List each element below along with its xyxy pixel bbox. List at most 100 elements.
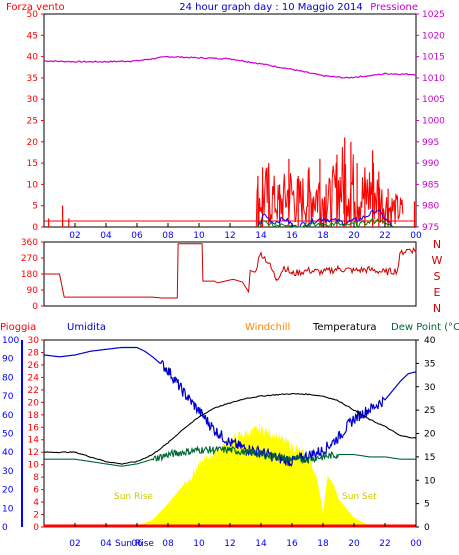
- time-tick-label: 16: [286, 231, 298, 241]
- rain-tick-label: 14: [28, 436, 40, 446]
- wind-tick-label: 30: [27, 95, 39, 105]
- temperature-tick-label: 20: [424, 430, 436, 440]
- time-tick-label: 02: [69, 231, 80, 241]
- wind-tick-label: 45: [27, 31, 38, 41]
- header-dewpoint: Dew Point (°C: [391, 322, 459, 333]
- wind-tick-label: 0: [32, 223, 38, 233]
- temperature-tick-label: 30: [424, 383, 436, 393]
- wind-tick-label: 50: [27, 10, 39, 20]
- rain-tick-label: 16: [28, 423, 40, 433]
- pressure-line: [43, 55, 417, 79]
- humidity-tick-label: 30: [2, 467, 14, 477]
- header-rain: Pioggia: [0, 322, 36, 333]
- right-label-pressure: Pressione: [370, 2, 418, 13]
- wind-tick-label: 40: [27, 53, 39, 63]
- rain-tick-label: 22: [28, 386, 39, 396]
- humidity-tick-label: 70: [2, 392, 14, 402]
- rain-tick-label: 20: [28, 398, 40, 408]
- humidity-tick-label: 80: [2, 373, 14, 383]
- cardinal-label: E: [434, 286, 441, 299]
- time-tick-label: 06: [131, 539, 143, 549]
- sun-rise-label: Sun Rise: [114, 492, 153, 502]
- cardinal-label: W: [432, 254, 443, 267]
- sun-set-label: Sun Set: [342, 492, 377, 502]
- temperature-tick-label: 5: [424, 500, 430, 510]
- humidity-tick-label: 90: [2, 355, 14, 365]
- direction-tick-label: 90: [27, 286, 39, 296]
- rain-tick-label: 12: [28, 448, 39, 458]
- temperature-tick-label: 0: [424, 523, 430, 533]
- humidity-tick-label: 50: [2, 430, 14, 440]
- temperature-tick-label: 25: [424, 406, 435, 416]
- header-temperature: Temperatura: [312, 322, 377, 333]
- time-tick-label: 20: [348, 539, 360, 549]
- time-tick-label: 20: [348, 231, 360, 241]
- time-tick-label: 18: [317, 231, 329, 241]
- temperature-tick-label: 10: [424, 476, 436, 486]
- pressure-tick-label: 1000: [422, 117, 445, 127]
- humidity-axis-ticks: 0 10 20 30 40 50 60 70 80 90 100: [2, 336, 23, 533]
- average-wind-line: [257, 209, 394, 228]
- direction-tick-label: 0: [32, 302, 38, 312]
- temperature-tick-label: 15: [424, 453, 435, 463]
- pressure-tick-label: 1025: [422, 10, 445, 20]
- time-tick-label: 00: [410, 231, 422, 241]
- time-tick-label: 16: [286, 539, 298, 549]
- rain-tick-label: 30: [28, 336, 40, 346]
- wind-gust-trace: [255, 146, 404, 228]
- direction-tick-label: 360: [21, 238, 38, 248]
- wind-tick-label: 5: [32, 202, 38, 212]
- rain-tick-label: 18: [28, 411, 40, 421]
- time-tick-label: 02: [69, 539, 80, 549]
- header-humidity: Umidita: [67, 322, 106, 333]
- temperature-tick-label: 35: [424, 359, 435, 369]
- pressure-tick-label: 1020: [422, 31, 445, 41]
- pressure-tick-label: 995: [422, 138, 439, 148]
- humidity-line: [43, 346, 417, 467]
- average-wind-secondary-line: [257, 217, 394, 228]
- time-axis-ticks-top: 02 04 06 08 10 12 14 16 18 20 22 00: [69, 223, 422, 241]
- time-tick-label: 18: [317, 539, 329, 549]
- time-tick-label: 06: [131, 231, 143, 241]
- temperature-axis-ticks: 0 5 10 15 20 25 30 35 40: [416, 336, 436, 533]
- time-tick-label: 08: [162, 231, 174, 241]
- time-tick-label: 10: [193, 539, 205, 549]
- time-tick-label: 12: [224, 231, 235, 241]
- wind-axis-ticks: 0 5 10 15 20 25 30 35 40 45 50: [27, 10, 44, 233]
- humidity-tick-label: 60: [2, 411, 14, 421]
- rain-tick-label: 10: [28, 461, 40, 471]
- humidity-tick-label: 100: [2, 336, 19, 346]
- humidity-tick-label: 10: [2, 504, 14, 514]
- wind-direction-line: [44, 243, 417, 299]
- left-label-wind: Forza vento: [6, 2, 65, 13]
- pressure-tick-label: 990: [422, 159, 439, 169]
- time-tick-label: 04: [100, 231, 112, 241]
- pressure-tick-label: 980: [422, 202, 439, 212]
- time-tick-label: 22: [379, 231, 390, 241]
- direction-tick-label: 270: [21, 254, 38, 264]
- dewpoint-line: [44, 445, 416, 467]
- average-wind-series: [257, 209, 394, 228]
- time-tick-label: 08: [162, 539, 174, 549]
- time-tick-label: 14: [255, 231, 267, 241]
- cardinal-label: N: [433, 238, 441, 251]
- wind-tick-label: 25: [27, 117, 38, 127]
- rain-tick-label: 28: [28, 348, 40, 358]
- direction-axis-ticks: 0 90 180 270 360: [21, 238, 44, 312]
- rain-tick-label: 24: [28, 373, 40, 383]
- cardinal-label: S: [434, 270, 441, 283]
- chart-title: 24 hour graph day : 10 Maggio 2014: [179, 2, 362, 13]
- header-windchill: Windchill: [245, 322, 290, 333]
- direction-tick-label: 180: [21, 270, 38, 280]
- pressure-tick-label: 975: [422, 223, 439, 233]
- rain-tick-label: 6: [33, 486, 39, 496]
- wind-tick-label: 15: [27, 159, 38, 169]
- pressure-tick-label: 1005: [422, 95, 445, 105]
- humidity-tick-label: 0: [2, 523, 8, 533]
- rain-tick-label: 4: [33, 498, 39, 508]
- sun-rise-tick-label: Sun Rise: [115, 539, 154, 549]
- time-tick-label: 12: [224, 539, 235, 549]
